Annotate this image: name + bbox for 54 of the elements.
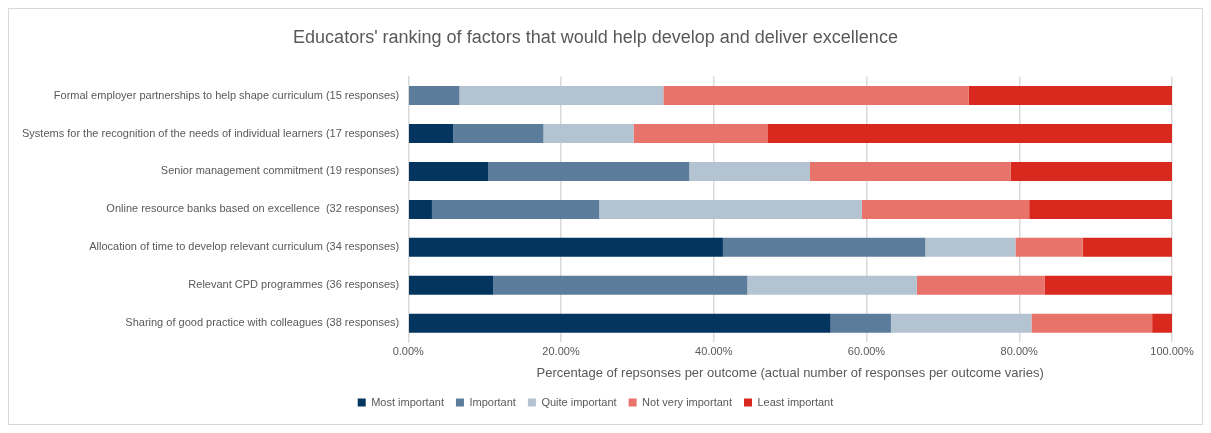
bar xyxy=(1029,199,1172,219)
bar xyxy=(830,313,891,333)
x-tick-label: 80.00% xyxy=(1000,344,1039,357)
bar xyxy=(1082,237,1172,257)
bar xyxy=(1152,313,1172,333)
y-tick-label: Formal employer partnerships to help shape curriculum (15 responses) xyxy=(53,88,400,101)
x-tick-label: 60.00% xyxy=(847,344,886,357)
bar xyxy=(809,161,1011,181)
bar xyxy=(453,124,544,143)
bar xyxy=(767,124,1172,143)
legend-label: Most important xyxy=(371,395,444,408)
bar xyxy=(861,199,1030,219)
bar xyxy=(916,275,1045,295)
bar xyxy=(890,313,1032,333)
bar xyxy=(722,237,926,257)
bar xyxy=(488,161,690,181)
legend-label: Quite important xyxy=(541,395,617,408)
y-tick-label: Sharing of good practice with colleagues (38 responses) xyxy=(125,316,400,329)
bar xyxy=(409,199,432,219)
x-axis-title: Percentage of repsonses per outcome (actual number of responses per outcome varies) xyxy=(536,364,1044,380)
bar xyxy=(409,161,489,181)
legend-label: Important xyxy=(469,395,516,408)
chart-title: Educators' ranking of factors that would help develop and deliver excellence xyxy=(293,26,898,47)
x-tick-label: 0.00% xyxy=(392,344,425,357)
bar xyxy=(409,313,831,333)
y-tick-label: Relevant CPD programmes (36 responses) xyxy=(188,278,400,291)
bar xyxy=(409,86,460,106)
bar xyxy=(409,124,454,143)
bar xyxy=(543,124,634,143)
bar xyxy=(1010,161,1172,181)
legend-label: Least important xyxy=(757,395,834,408)
y-tick-label: Systems for the recognition of the needs of individual learners (17 responses) xyxy=(21,126,400,139)
bar xyxy=(633,124,768,143)
bar xyxy=(459,86,664,106)
bar xyxy=(1015,237,1083,257)
bar xyxy=(1044,275,1172,295)
bar xyxy=(925,237,1016,257)
x-tick-label: 20.00% xyxy=(542,344,580,357)
x-tick-label: 100.00% xyxy=(1150,344,1194,357)
bar xyxy=(493,275,748,295)
bar xyxy=(663,86,969,106)
bar xyxy=(747,275,917,295)
bar xyxy=(968,86,1172,106)
y-tick-label: Senior management commitment (19 responses) xyxy=(160,164,400,177)
bar xyxy=(1031,313,1153,333)
bar xyxy=(431,199,600,219)
legend-label: Not very important xyxy=(642,395,732,408)
bar xyxy=(409,237,723,257)
x-tick-label: 40.00% xyxy=(695,344,733,357)
y-tick-label: Online resource banks based on excellence (32 responses) xyxy=(106,202,400,215)
bar xyxy=(689,161,810,181)
y-tick-label: Allocation of time to develop relevant curriculum (34 responses) xyxy=(89,240,400,253)
bar xyxy=(599,199,862,219)
bar xyxy=(409,275,494,295)
